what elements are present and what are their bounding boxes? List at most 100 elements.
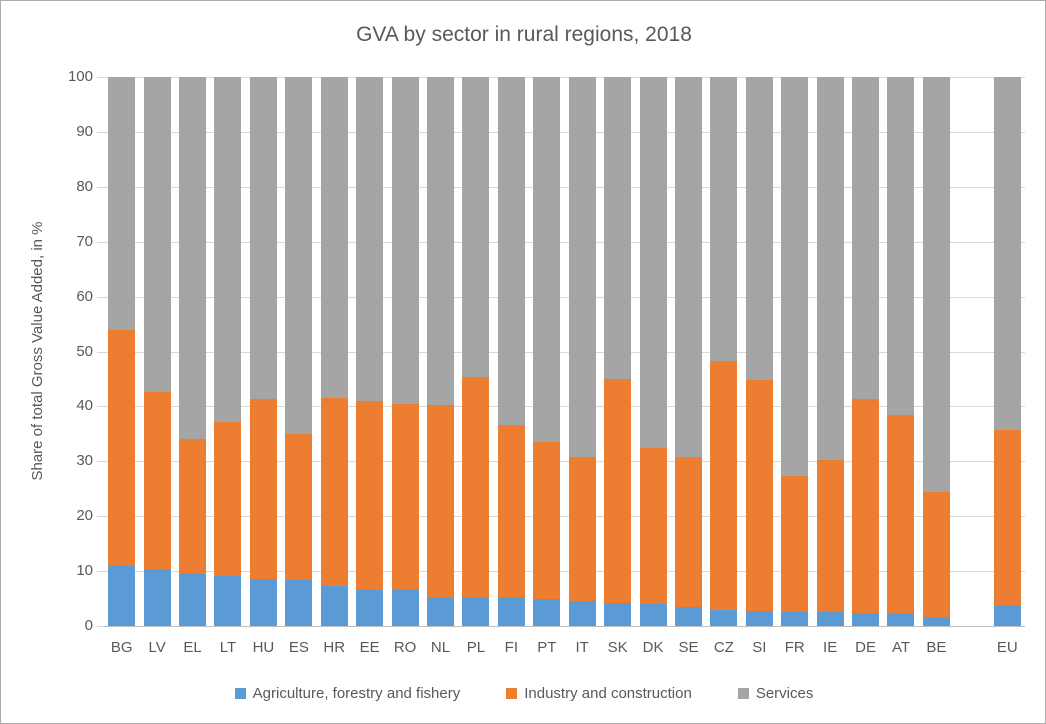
bar-slot-fi: FI xyxy=(494,77,529,661)
bar-segment xyxy=(887,77,915,416)
x-axis-label-el: EL xyxy=(183,639,202,656)
y-tick-mark xyxy=(97,351,104,353)
bar-segment xyxy=(745,610,773,626)
gridline xyxy=(104,351,1025,353)
bar-slot-it: IT xyxy=(564,77,599,661)
bar-segment xyxy=(674,457,702,608)
bar-slot-eu: EU xyxy=(990,77,1025,661)
bar-segment xyxy=(179,77,207,440)
bar-segment xyxy=(356,400,384,591)
legend-item: Services xyxy=(737,685,813,702)
bar-segment xyxy=(852,612,880,626)
bar-slot-si: SI xyxy=(742,77,777,661)
bar-segment xyxy=(922,77,950,493)
gridline xyxy=(104,571,1025,573)
bar-segment xyxy=(993,77,1021,431)
bar-stack-eu xyxy=(993,77,1021,626)
bar-segment xyxy=(816,612,844,626)
bar-segment xyxy=(745,77,773,381)
bar-slot-de: DE xyxy=(848,77,883,661)
bar-slot-nl: NL xyxy=(423,77,458,661)
bar-segment xyxy=(674,77,702,458)
bar-segment xyxy=(285,77,313,435)
bar-segment xyxy=(604,602,632,626)
bar-stack-fi xyxy=(497,77,525,626)
bar-slot-cz: CZ xyxy=(706,77,741,661)
x-axis-label-it: IT xyxy=(575,639,589,656)
bar-segment xyxy=(497,424,525,598)
bar-segment xyxy=(179,574,207,626)
bar-segment xyxy=(108,77,136,330)
bar-slot-ee: EE xyxy=(352,77,387,661)
bar-stack-nl xyxy=(427,77,454,626)
bar-stack-se xyxy=(674,77,702,626)
bar-segment xyxy=(816,459,844,613)
bar-segment xyxy=(462,597,490,626)
y-tick-mark xyxy=(97,516,104,518)
y-tick-label: 60 xyxy=(76,287,93,305)
bar-segment xyxy=(391,403,419,591)
bar-segment xyxy=(781,475,809,613)
bar-slot-lt: LT xyxy=(210,77,245,661)
bar-slot-hu: HU xyxy=(246,77,281,661)
x-axis-label-ie: IE xyxy=(823,639,838,656)
x-axis-label-es: ES xyxy=(288,639,309,656)
bar-segment xyxy=(249,399,277,579)
bar-segment xyxy=(993,430,1021,606)
bar-stack-hr xyxy=(320,77,348,626)
y-tick-mark xyxy=(97,406,104,408)
x-axis-label-hr: HR xyxy=(323,639,346,656)
bar-slot-lv: LV xyxy=(139,77,174,661)
legend-swatch xyxy=(506,687,518,699)
bar-slot-gap xyxy=(954,77,989,661)
bar-segment xyxy=(356,77,384,401)
bar-segment xyxy=(993,605,1021,626)
bar-stack-de xyxy=(852,77,880,626)
y-tick-mark xyxy=(97,571,104,573)
bar-segment xyxy=(320,398,348,587)
bar-stack-at xyxy=(887,77,915,626)
legend-item: Industry and construction xyxy=(506,685,692,702)
x-axis-label-fr: FR xyxy=(784,639,805,656)
x-axis-label-pt: PT xyxy=(537,639,557,656)
y-tick-mark xyxy=(97,241,104,243)
bar-segment xyxy=(533,441,561,600)
bar-segment xyxy=(887,613,915,626)
gridline xyxy=(104,131,1025,133)
bar-segment xyxy=(320,77,348,399)
bar-segment xyxy=(143,568,171,626)
bar-segment xyxy=(249,77,277,400)
x-axis-label-se: SE xyxy=(678,639,699,656)
y-tick-label: 30 xyxy=(76,452,93,470)
legend-label: Agriculture, forestry and fishery xyxy=(252,684,461,702)
bar-segment xyxy=(108,565,136,626)
chart-title: GVA by sector in rural regions, 2018 xyxy=(356,23,692,46)
y-tick-label: 0 xyxy=(84,617,93,634)
bar-stack-empty xyxy=(958,77,985,626)
x-axis-label-nl: NL xyxy=(430,639,451,656)
bar-segment xyxy=(781,612,809,626)
x-axis-label-sk: SK xyxy=(607,639,628,656)
bar-slot-ro: RO xyxy=(387,77,422,661)
bar-segment xyxy=(108,329,136,566)
bar-segment xyxy=(816,77,844,460)
bar-stack-fr xyxy=(781,77,809,626)
bar-segment xyxy=(745,380,773,611)
bar-segment xyxy=(674,607,702,626)
bar-stack-lv xyxy=(143,77,171,626)
bar-segment xyxy=(214,422,242,577)
bar-slot-es: ES xyxy=(281,77,316,661)
bar-segment xyxy=(639,447,667,604)
bar-slot-at: AT xyxy=(883,77,918,661)
bar-slot-fr: FR xyxy=(777,77,812,661)
y-tick-label: 100 xyxy=(67,68,93,85)
bar-stack-be xyxy=(922,77,950,626)
x-axis-label-bg: BG xyxy=(110,639,133,656)
x-axis-label-cz: CZ xyxy=(713,639,734,656)
x-axis-label-empty xyxy=(954,626,989,639)
x-axis-line xyxy=(104,626,1025,627)
y-tick-mark xyxy=(97,186,104,188)
bar-stack-pt xyxy=(533,77,561,626)
bar-stack-el xyxy=(179,77,207,626)
